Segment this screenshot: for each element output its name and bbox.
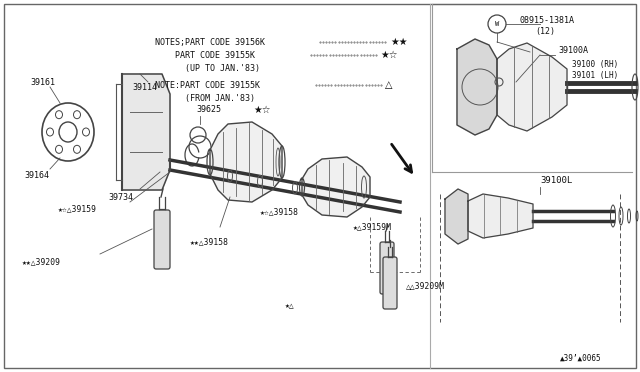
Text: ★☆: ★☆ (253, 105, 271, 115)
Text: 39100A: 39100A (558, 45, 588, 55)
Text: ★★△39158: ★★△39158 (190, 237, 229, 247)
Polygon shape (210, 122, 282, 202)
Text: 08915-1381A: 08915-1381A (520, 16, 575, 25)
Text: ★☆: ★☆ (380, 50, 397, 60)
Text: ★△39159M: ★△39159M (353, 222, 392, 231)
Text: 39164: 39164 (24, 170, 49, 180)
Text: 39625: 39625 (196, 105, 221, 113)
Polygon shape (445, 189, 468, 244)
FancyBboxPatch shape (380, 242, 394, 294)
Text: 39100 (RH): 39100 (RH) (572, 60, 618, 68)
Text: ★☆△39158: ★☆△39158 (260, 208, 299, 217)
FancyBboxPatch shape (383, 257, 397, 309)
Text: ★☆△39159: ★☆△39159 (58, 205, 97, 214)
Polygon shape (468, 194, 533, 238)
Text: 39734: 39734 (108, 192, 133, 202)
Text: ★△: ★△ (285, 301, 295, 310)
Text: ▲39’▲0065: ▲39’▲0065 (560, 353, 602, 362)
Polygon shape (457, 39, 497, 135)
Text: 39114: 39114 (132, 83, 157, 92)
Text: W: W (495, 21, 499, 27)
Text: 39161: 39161 (30, 77, 55, 87)
FancyBboxPatch shape (154, 210, 170, 269)
Text: NOTE:PART CODE 39155K: NOTE:PART CODE 39155K (155, 80, 260, 90)
Text: PART CODE 39155K: PART CODE 39155K (175, 51, 255, 60)
Text: (12): (12) (535, 26, 555, 35)
Polygon shape (302, 157, 370, 217)
Text: (UP TO JAN.'83): (UP TO JAN.'83) (185, 64, 260, 73)
Polygon shape (122, 74, 170, 190)
Polygon shape (497, 43, 567, 131)
Text: △: △ (385, 80, 392, 90)
Text: 39101 (LH): 39101 (LH) (572, 71, 618, 80)
Text: (FROM JAN.'83): (FROM JAN.'83) (185, 93, 255, 103)
Text: ★★: ★★ (390, 37, 408, 47)
Text: △△39209M: △△39209M (406, 282, 445, 291)
Text: NOTES;PART CODE 39156K: NOTES;PART CODE 39156K (155, 38, 265, 46)
Text: ★★△39209: ★★△39209 (22, 257, 61, 266)
Text: 39100L: 39100L (540, 176, 572, 185)
